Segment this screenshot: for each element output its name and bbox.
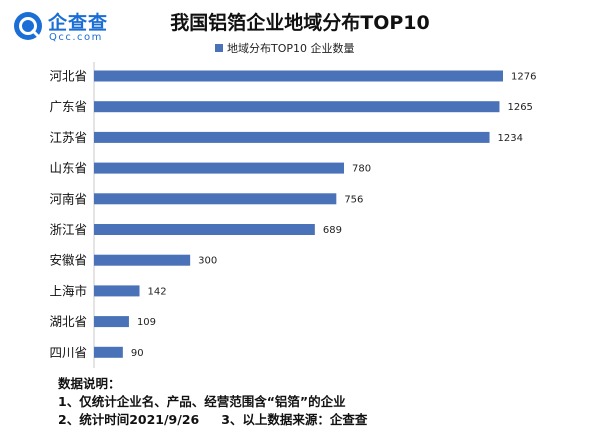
bar xyxy=(94,254,191,266)
bar-value-label: 300 xyxy=(198,256,217,267)
chart-legend: 地域分布TOP10 企业数量 xyxy=(215,41,355,55)
legend-swatch xyxy=(215,44,223,52)
notes-line-2: 2、统计时间2021/9/26 3、以上数据来源：企查查 xyxy=(58,411,367,429)
bar xyxy=(94,224,315,235)
notes-line-2a: 2、统计时间2021/9/26 xyxy=(58,412,200,427)
category-label: 上海市 xyxy=(49,283,87,298)
bars-group: 河北省 1276 广东省 1265 江苏省 1234 山东省 780 河南省 756 浙江省 689 安… xyxy=(49,69,536,360)
bar xyxy=(94,131,490,143)
data-notes: 数据说明： 1、仅统计企业名、产品、经营范围含“铝箔”的企业 2、统计时间202… xyxy=(58,375,367,429)
category-label: 湖北省 xyxy=(49,314,87,329)
legend-label: 地域分布TOP10 企业数量 xyxy=(227,42,355,55)
bar-value-label: 1234 xyxy=(498,133,523,144)
qcc-logo: 企查查 Qcc.com xyxy=(12,8,132,48)
category-label: 山东省 xyxy=(49,161,87,176)
category-label: 浙江省 xyxy=(49,222,87,237)
notes-line-2b: 3、以上数据来源：企查查 xyxy=(221,412,368,427)
qcc-logo-icon xyxy=(14,12,42,40)
bar xyxy=(94,316,129,328)
notes-line-1: 1、仅统计企业名、产品、经营范围含“铝箔”的企业 xyxy=(58,394,346,409)
bar xyxy=(94,70,503,82)
bar-value-label: 1265 xyxy=(507,102,532,113)
category-label: 广东省 xyxy=(49,99,87,114)
bar xyxy=(94,285,140,297)
category-label: 四川省 xyxy=(49,345,87,360)
category-label: 安徽省 xyxy=(49,253,87,268)
bar-value-label: 689 xyxy=(323,225,342,236)
bar xyxy=(94,101,500,113)
notes-heading: 数据说明： xyxy=(58,376,121,391)
chart-title: 我国铝箔企业地域分布TOP10 xyxy=(170,12,430,34)
bar-value-label: 90 xyxy=(131,348,144,359)
bar xyxy=(94,346,123,358)
bar-value-label: 109 xyxy=(137,317,156,328)
bar-value-label: 1276 xyxy=(511,72,536,83)
bar-value-label: 142 xyxy=(148,286,167,297)
bar xyxy=(94,162,345,174)
category-label: 河北省 xyxy=(49,69,87,84)
bar xyxy=(94,193,337,205)
category-label: 江苏省 xyxy=(49,130,87,145)
bar-value-label: 756 xyxy=(344,194,363,205)
category-label: 河南省 xyxy=(49,191,87,206)
logo-domain: Qcc.com xyxy=(49,32,103,43)
logo-text: 企查查 xyxy=(48,12,109,34)
bar-value-label: 780 xyxy=(352,164,371,175)
